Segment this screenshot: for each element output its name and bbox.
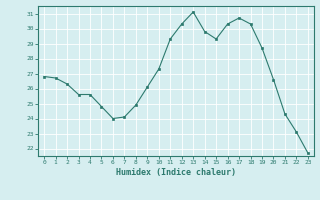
X-axis label: Humidex (Indice chaleur): Humidex (Indice chaleur)	[116, 168, 236, 177]
